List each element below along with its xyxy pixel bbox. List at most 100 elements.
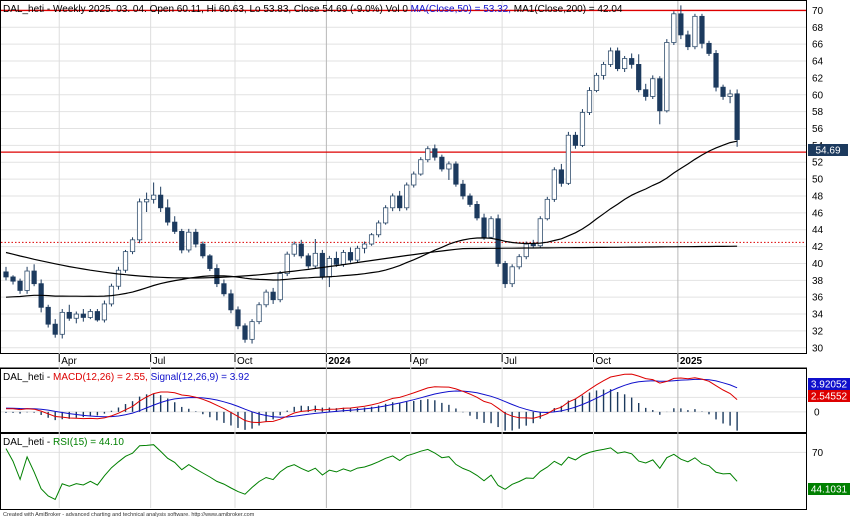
candle-down: [80, 313, 86, 318]
price-tick-label: 64: [812, 57, 824, 68]
candle-up: [600, 64, 607, 76]
macd-legend: MACD(12,26) = 2.55,: [53, 372, 148, 383]
candle-down: [572, 134, 579, 146]
rsi-panel: [0, 433, 807, 510]
candle-down: [347, 252, 354, 261]
candle-up: [143, 198, 150, 203]
candle-down: [629, 58, 635, 65]
axes-labels: 7068666462605856545250484644424038363432…: [61, 6, 823, 459]
price-tick-label: 32: [812, 326, 824, 337]
ma200-legend: MA1(Close,200) = 42.04: [511, 4, 623, 15]
candle-up: [277, 273, 283, 301]
date-label: Oct: [596, 356, 612, 367]
price-tick-label: 68: [812, 23, 824, 34]
candle-up: [593, 74, 600, 91]
candle-up: [263, 291, 269, 306]
candle-up: [354, 247, 361, 261]
candle-up: [249, 321, 255, 340]
candle-down: [439, 156, 445, 170]
date-label: 2025: [680, 356, 703, 367]
price-tick-label: 56: [812, 124, 824, 135]
candle-up: [664, 42, 670, 112]
price-tick-label: 66: [812, 40, 824, 51]
candle-up: [284, 253, 290, 274]
candle-down: [481, 217, 487, 238]
candle-down: [502, 263, 508, 285]
candle-up: [537, 218, 543, 247]
candle-down: [3, 271, 9, 278]
ma50-legend: MA(Close,50) = 53.32,: [411, 4, 511, 15]
price-tick-label: 42: [812, 242, 824, 253]
candle-down: [94, 311, 100, 321]
candle-down: [685, 34, 691, 48]
candle-up: [24, 270, 30, 291]
ma200-line: [5, 245, 738, 279]
candle-up: [390, 195, 396, 209]
date-label: Jul: [504, 356, 517, 367]
horizontal-lines: [1, 9, 806, 243]
candle-up: [404, 184, 410, 209]
candle-down: [734, 93, 740, 140]
macd-header: DAL_heti - MACD(12,26) = 2.55, Signal(12…: [3, 372, 250, 383]
candle-up: [544, 198, 550, 220]
candle-up: [87, 311, 93, 318]
svg-text:44.1031: 44.1031: [811, 485, 848, 496]
candle-up: [622, 58, 628, 70]
price-panel: [0, 0, 807, 354]
candle-down: [467, 195, 473, 205]
candle-down: [31, 270, 37, 285]
candle-down: [460, 183, 466, 197]
footer-credit: Created with AmiBroker - advanced charti…: [3, 512, 255, 518]
candle-up: [488, 218, 494, 238]
candle-up: [523, 243, 529, 258]
candle-down: [713, 53, 719, 88]
date-label: Oct: [237, 356, 253, 367]
indicator-lines: [5, 373, 738, 501]
candle-down: [221, 283, 227, 295]
candle-down: [66, 311, 72, 319]
candle-up: [59, 311, 65, 335]
svg-text:3.92052: 3.92052: [811, 380, 848, 391]
candle-up: [312, 252, 318, 267]
candle-up: [586, 90, 593, 113]
candle-up: [551, 169, 557, 200]
candle-down: [432, 148, 438, 158]
price-tick-label: 60: [812, 90, 824, 101]
candle-down: [720, 86, 726, 97]
price-tick-label: 44: [812, 225, 824, 236]
macd-histogram: [5, 389, 738, 431]
price-tick-label: 58: [812, 107, 824, 118]
price-tick-label: 48: [812, 191, 824, 202]
candle-down: [615, 50, 621, 70]
candle-up: [418, 159, 424, 175]
date-label: 2024: [328, 356, 351, 367]
rsi-legend: RSI(15) = 44.10: [53, 437, 124, 448]
rsi-header: DAL_heti - RSI(15) = 44.10: [3, 437, 124, 448]
candle-down: [52, 323, 58, 335]
candle-up: [115, 269, 122, 287]
candle-down: [319, 252, 325, 278]
candle-up: [136, 201, 143, 241]
candle-down: [235, 309, 241, 327]
candle-down: [643, 89, 649, 97]
price-header: DAL_heti - Weekly 2025. 03. 04. Open 60.…: [3, 4, 623, 15]
price-tick-label: 52: [812, 158, 824, 169]
candle-up: [122, 251, 129, 271]
candle-up: [516, 256, 522, 268]
candle-down: [530, 243, 536, 247]
date-label: Jul: [153, 356, 166, 367]
price-tick-label: 50: [812, 175, 824, 186]
rsi-tick-label: 70: [812, 448, 824, 459]
price-tick-label: 30: [812, 343, 824, 354]
candle-down: [333, 257, 340, 265]
svg-text:54.69: 54.69: [815, 146, 840, 157]
price-tick-label: 34: [812, 310, 824, 321]
candle-up: [256, 304, 262, 323]
candle-down: [270, 291, 276, 301]
candle-down: [207, 255, 213, 269]
candle-down: [200, 243, 206, 257]
candle-up: [671, 13, 677, 43]
candle-up: [411, 173, 417, 186]
candle-up: [446, 163, 452, 170]
candle-up: [326, 257, 332, 278]
